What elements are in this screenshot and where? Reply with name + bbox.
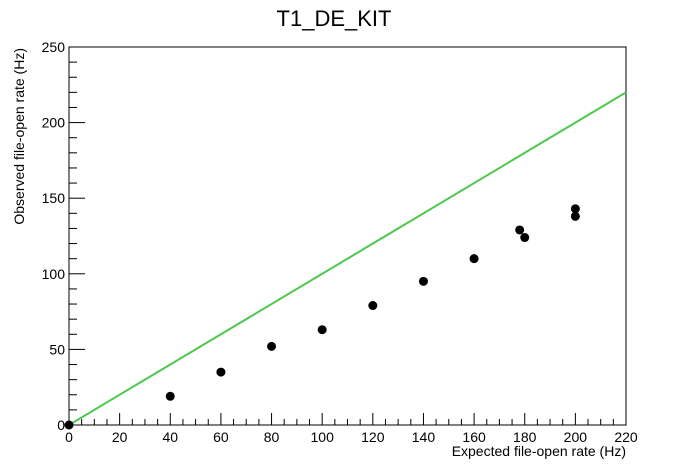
x-tick-label: 0 [65, 429, 73, 445]
x-tick-label: 200 [564, 429, 588, 445]
y-tick-label: 100 [42, 266, 66, 282]
x-tick-label: 220 [614, 429, 638, 445]
y-axis-ticks: 0 50 100 150 200 250 [42, 39, 85, 433]
reference-line [68, 91, 627, 426]
x-tick-label: 120 [361, 429, 385, 445]
data-point [216, 367, 226, 377]
data-point [418, 276, 428, 286]
x-tick-label: 60 [213, 429, 229, 445]
y-tick-label: 250 [42, 39, 66, 55]
data-point [267, 341, 277, 351]
x-tick-label: 160 [462, 429, 486, 445]
data-point [570, 211, 580, 221]
data-point [520, 233, 530, 243]
y-tick-label: 0 [57, 417, 65, 433]
data-point [570, 204, 580, 214]
plot-border [68, 46, 627, 426]
data-point [368, 301, 378, 311]
x-tick-label: 80 [264, 429, 280, 445]
x-tick-label: 100 [311, 429, 335, 445]
chart-title: T1_DE_KIT [277, 6, 392, 31]
data-points [64, 204, 580, 430]
reference-line-group [68, 91, 627, 426]
data-point [515, 225, 525, 235]
y-axis-label: Observed file-open rate (Hz) [11, 48, 27, 225]
y-tick-label: 150 [42, 190, 66, 206]
data-point [469, 254, 479, 264]
y-tick-label: 50 [49, 341, 65, 357]
data-point [317, 325, 327, 335]
x-axis-ticks: 0 20 40 60 80 100 120 140 160 180 200 220 [65, 413, 638, 445]
x-tick-label: 140 [412, 429, 436, 445]
plot-frame [68, 46, 627, 426]
data-point [165, 391, 175, 401]
x-tick-label: 180 [513, 429, 537, 445]
y-tick-label: 200 [42, 115, 66, 131]
x-tick-label: 40 [162, 429, 178, 445]
data-point [64, 420, 74, 430]
x-tick-label: 20 [112, 429, 128, 445]
x-axis-label: Expected file-open rate (Hz) [452, 443, 626, 459]
